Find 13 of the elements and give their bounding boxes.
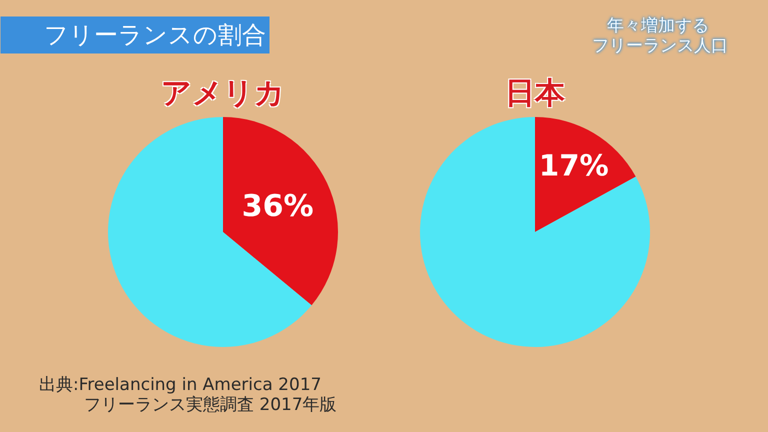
text: フリーランスの割合 (44, 21, 266, 49)
pie-slice (108, 117, 312, 347)
pie-slice (535, 117, 636, 232)
text: フリーランス実態調査 2017年版 (84, 395, 337, 415)
source-note: 出典:Freelancing in America 2017 (39, 375, 322, 395)
pie-slice (420, 117, 650, 347)
chart-title: アメリカ (161, 76, 285, 111)
data-label: 17% (538, 148, 609, 183)
text: 年々増加する (607, 16, 709, 36)
text: フリーランス人口 (592, 36, 728, 56)
chart-title: 日本 (505, 76, 566, 111)
pie-slice (223, 117, 338, 306)
data-label: 36% (242, 188, 314, 224)
